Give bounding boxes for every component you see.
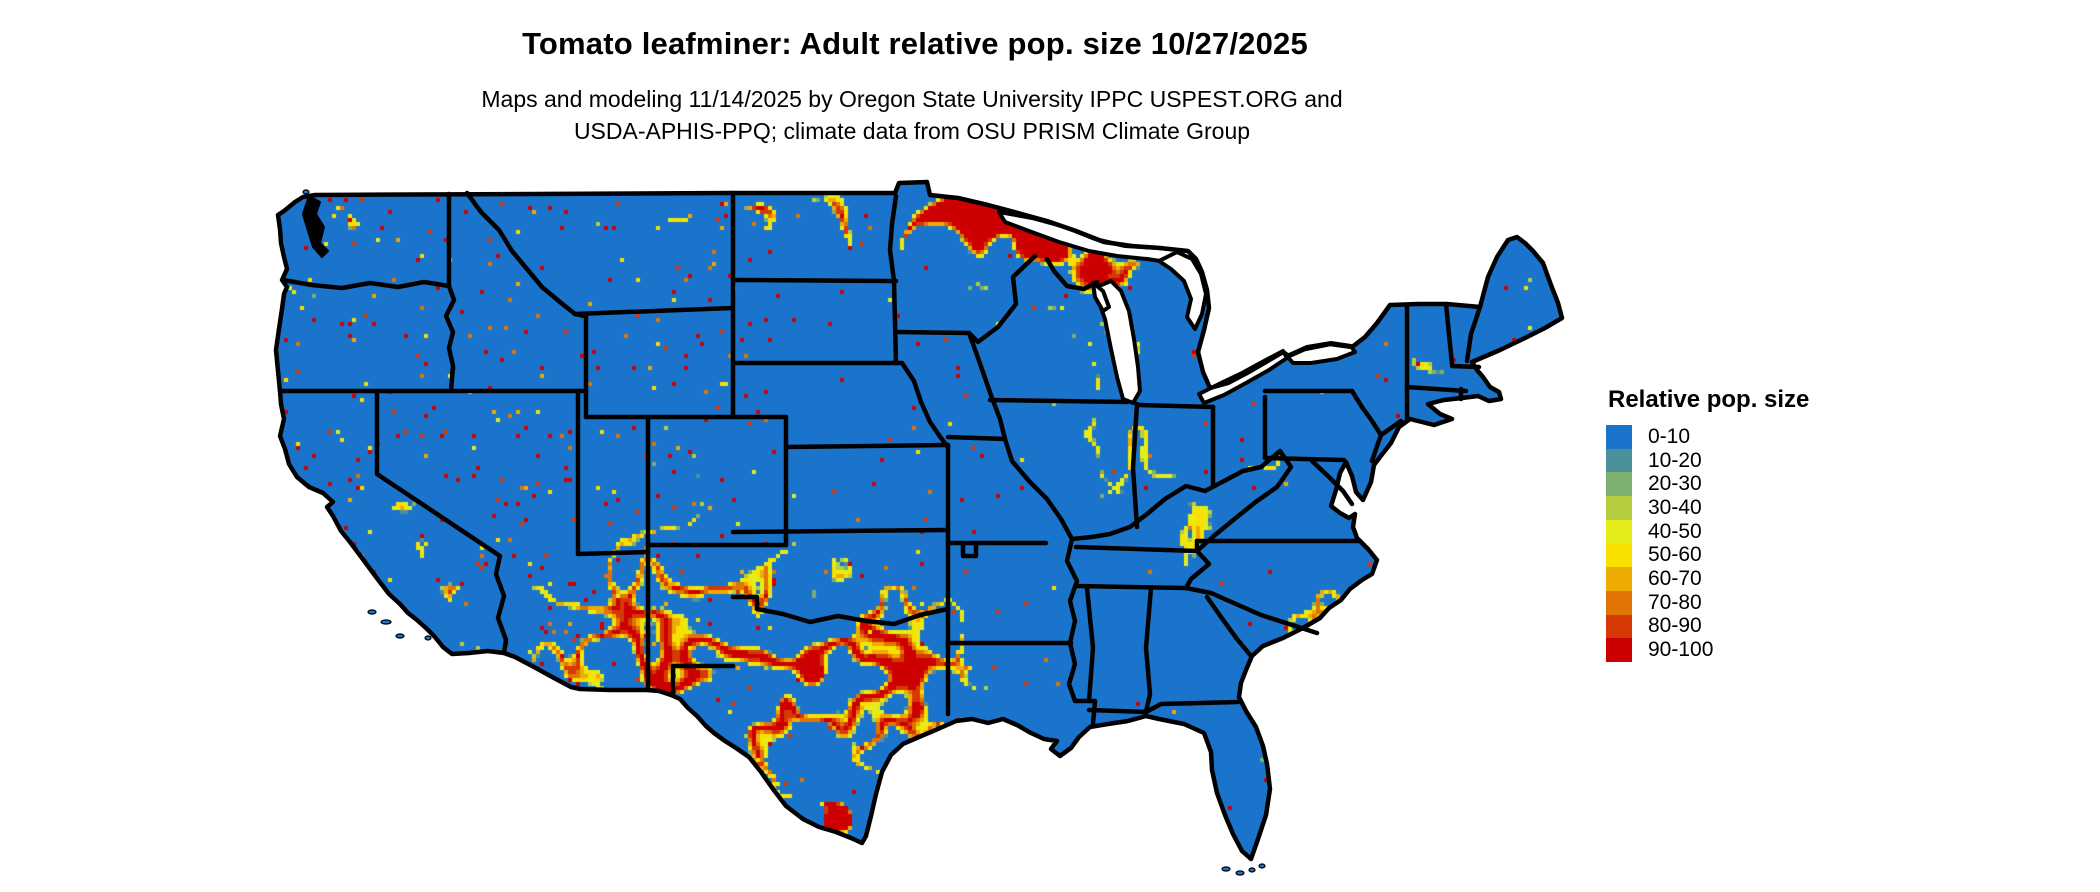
state-border: [1134, 402, 1216, 410]
state-border: [1143, 699, 1241, 715]
lake-michigan: [1095, 279, 1142, 405]
legend-item: 50-60: [1606, 543, 1866, 568]
state-border: [1130, 401, 1140, 530]
state-border: [966, 253, 1098, 727]
legend-swatch: [1606, 543, 1632, 568]
puget-sound: [302, 195, 329, 258]
state-border: [1086, 707, 1149, 715]
legend-label: 60-70: [1648, 566, 1702, 590]
green-bay: [1091, 281, 1111, 313]
state-border: [987, 397, 1130, 405]
legend-label: 10-20: [1648, 448, 1702, 472]
legend-swatch: [1606, 567, 1632, 591]
legend-item: 0-10: [1606, 425, 1866, 449]
state-border: [945, 434, 1008, 442]
state-border: [893, 329, 972, 336]
state-border: [1204, 594, 1254, 659]
legend-label: 30-40: [1648, 495, 1702, 519]
state-border: [374, 388, 509, 656]
state-border: [1208, 590, 1320, 636]
legend-title: Relative pop. size: [1608, 386, 1810, 413]
legend-label: 70-80: [1648, 590, 1702, 614]
state-border: [887, 193, 899, 366]
state-border: [1073, 583, 1189, 591]
state-border: [1143, 585, 1154, 715]
island: [395, 633, 405, 639]
legend-label: 90-100: [1648, 638, 1714, 662]
state-border: [1183, 585, 1214, 596]
state-border: [443, 283, 457, 394]
state-border: [783, 442, 951, 450]
legend-item: 80-90: [1606, 614, 1866, 639]
island: [1221, 866, 1231, 872]
state-border: [1073, 544, 1200, 554]
island: [380, 619, 392, 625]
island: [1235, 870, 1245, 876]
state-border: [1084, 585, 1096, 704]
state-border: [730, 527, 951, 535]
state-border: [1262, 455, 1347, 463]
state-border: [1069, 448, 1283, 542]
legend-rows: 0-10 10-20 20-30 30-40 40-50 50-60 60-70 70-80 8…: [1606, 425, 1866, 662]
state-border: [730, 277, 899, 284]
state-border: [1464, 304, 1483, 364]
state-border: [1194, 448, 1294, 554]
legend: Relative pop. size 0-10 10-20 20-30 30-40 40…: [1606, 386, 1866, 662]
island: [1248, 867, 1256, 873]
state-border: [280, 277, 452, 291]
legend-swatch: [1606, 590, 1632, 615]
legend-swatch: [1606, 519, 1632, 544]
state-border: [1349, 388, 1384, 464]
state-border: [1044, 256, 1100, 292]
legend-item: 40-50: [1606, 520, 1866, 544]
legend-item: 30-40: [1606, 496, 1866, 520]
legend-swatch: [1606, 425, 1632, 449]
legend-swatch: [1606, 496, 1632, 520]
legend-item: 20-30: [1606, 472, 1866, 497]
state-border: [960, 540, 979, 559]
state-border: [572, 305, 736, 317]
state-border: [730, 594, 951, 627]
lake-huron: [1157, 250, 1208, 331]
legend-item: 10-20: [1606, 449, 1866, 473]
state-border: [575, 549, 651, 557]
legend-label: 40-50: [1648, 519, 1702, 543]
legend-label: 80-90: [1648, 614, 1702, 638]
island: [1258, 863, 1266, 869]
legend-swatch: [1606, 448, 1632, 473]
state-border: [1378, 418, 1404, 438]
state-border: [1443, 301, 1455, 367]
legend-label: 0-10: [1648, 424, 1691, 448]
legend-swatch: [1606, 472, 1632, 497]
legend-swatch: [1606, 638, 1632, 662]
state-border: [1183, 548, 1212, 591]
island: [302, 189, 310, 195]
island: [424, 635, 432, 641]
legend-item: 60-70: [1606, 567, 1866, 591]
state-border: [1404, 384, 1469, 394]
state-border: [464, 190, 578, 317]
island: [367, 609, 377, 615]
conus-outline: [273, 179, 1565, 862]
state-border: [899, 360, 951, 450]
legend-swatch: [1606, 614, 1632, 639]
legend-label: 20-30: [1648, 472, 1702, 496]
legend-item: 70-80: [1606, 591, 1866, 615]
legend-item: 90-100: [1606, 638, 1866, 662]
legend-label: 50-60: [1648, 543, 1702, 567]
